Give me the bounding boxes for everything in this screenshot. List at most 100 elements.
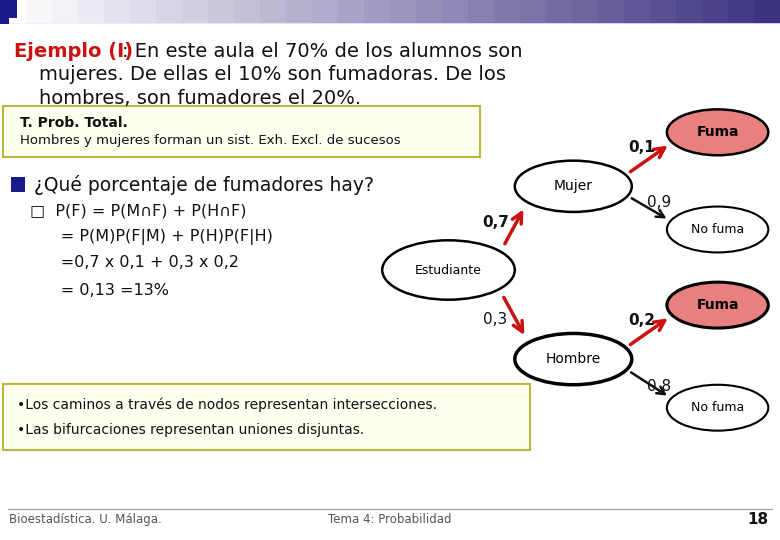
- Ellipse shape: [667, 206, 768, 252]
- Text: Tema 4: Probabilidad: Tema 4: Probabilidad: [328, 513, 452, 526]
- FancyBboxPatch shape: [676, 0, 702, 23]
- FancyBboxPatch shape: [26, 0, 52, 24]
- FancyBboxPatch shape: [494, 0, 520, 23]
- Text: Estudiante: Estudiante: [415, 264, 482, 276]
- FancyBboxPatch shape: [702, 0, 728, 23]
- FancyBboxPatch shape: [468, 0, 494, 23]
- FancyBboxPatch shape: [520, 0, 546, 23]
- FancyBboxPatch shape: [572, 0, 598, 23]
- FancyBboxPatch shape: [390, 0, 416, 24]
- FancyBboxPatch shape: [286, 0, 312, 24]
- Text: T. Prob. Total.: T. Prob. Total.: [20, 116, 127, 130]
- FancyBboxPatch shape: [390, 0, 416, 23]
- FancyBboxPatch shape: [754, 0, 780, 23]
- FancyBboxPatch shape: [338, 0, 364, 23]
- FancyBboxPatch shape: [52, 0, 78, 23]
- FancyBboxPatch shape: [234, 0, 260, 24]
- FancyBboxPatch shape: [442, 0, 468, 24]
- FancyBboxPatch shape: [260, 0, 286, 24]
- Text: = P(M)P(F|M) + P(H)P(F|H): = P(M)P(F|M) + P(H)P(F|H): [30, 228, 272, 245]
- FancyBboxPatch shape: [728, 0, 754, 24]
- FancyBboxPatch shape: [546, 0, 572, 24]
- Text: ¿Qué porcentaje de fumadores hay?: ¿Qué porcentaje de fumadores hay?: [34, 174, 374, 195]
- FancyBboxPatch shape: [0, 0, 26, 24]
- FancyBboxPatch shape: [104, 0, 130, 24]
- Text: = 0,13 =13%: = 0,13 =13%: [30, 283, 168, 298]
- Text: 0,7: 0,7: [482, 215, 509, 230]
- FancyBboxPatch shape: [598, 0, 624, 23]
- FancyBboxPatch shape: [0, 18, 9, 24]
- FancyBboxPatch shape: [494, 0, 520, 24]
- FancyBboxPatch shape: [650, 0, 676, 24]
- FancyBboxPatch shape: [650, 0, 676, 23]
- Text: Hombres y mujeres forman un sist. Exh. Excl. de sucesos: Hombres y mujeres forman un sist. Exh. E…: [20, 134, 400, 147]
- FancyBboxPatch shape: [26, 0, 52, 23]
- FancyBboxPatch shape: [546, 0, 572, 23]
- Text: 0,2: 0,2: [628, 313, 655, 328]
- FancyBboxPatch shape: [11, 177, 25, 192]
- Text: Ejemplo (I): Ejemplo (I): [14, 42, 133, 61]
- Text: Fuma: Fuma: [697, 298, 739, 312]
- FancyBboxPatch shape: [156, 0, 182, 24]
- Text: 0,9: 0,9: [647, 195, 672, 210]
- Text: •Las bifurcaciones representan uniones disjuntas.: •Las bifurcaciones representan uniones d…: [17, 423, 364, 437]
- Text: hombres, son fumadores el 20%.: hombres, son fumadores el 20%.: [14, 89, 361, 108]
- Text: Mujer: Mujer: [554, 179, 593, 193]
- FancyBboxPatch shape: [182, 0, 208, 23]
- FancyBboxPatch shape: [520, 0, 546, 24]
- Text: Fuma: Fuma: [697, 125, 739, 139]
- Ellipse shape: [382, 240, 515, 300]
- FancyBboxPatch shape: [754, 0, 780, 24]
- FancyBboxPatch shape: [52, 0, 78, 24]
- FancyBboxPatch shape: [624, 0, 650, 24]
- FancyBboxPatch shape: [364, 0, 390, 23]
- Ellipse shape: [667, 109, 768, 156]
- Ellipse shape: [515, 161, 632, 212]
- Text: No fuma: No fuma: [691, 223, 744, 236]
- Ellipse shape: [667, 384, 768, 431]
- FancyBboxPatch shape: [130, 0, 156, 23]
- FancyBboxPatch shape: [598, 0, 624, 24]
- FancyBboxPatch shape: [572, 0, 598, 24]
- FancyBboxPatch shape: [312, 0, 338, 24]
- FancyBboxPatch shape: [286, 0, 312, 23]
- FancyBboxPatch shape: [3, 106, 480, 157]
- Text: No fuma: No fuma: [691, 401, 744, 414]
- FancyBboxPatch shape: [104, 0, 130, 23]
- Ellipse shape: [667, 282, 768, 328]
- FancyBboxPatch shape: [702, 0, 728, 24]
- FancyBboxPatch shape: [0, 0, 17, 18]
- Text: □  P(F) = P(M∩F) + P(H∩F): □ P(F) = P(M∩F) + P(H∩F): [30, 203, 246, 218]
- FancyBboxPatch shape: [312, 0, 338, 23]
- FancyBboxPatch shape: [728, 0, 754, 23]
- Text: 0,1: 0,1: [628, 140, 655, 155]
- Text: mujeres. De ellas el 10% son fumadoras. De los: mujeres. De ellas el 10% son fumadoras. …: [14, 65, 506, 84]
- FancyBboxPatch shape: [182, 0, 208, 24]
- FancyBboxPatch shape: [676, 0, 702, 24]
- FancyBboxPatch shape: [0, 0, 26, 23]
- FancyBboxPatch shape: [130, 0, 156, 24]
- FancyBboxPatch shape: [234, 0, 260, 23]
- FancyBboxPatch shape: [624, 0, 650, 23]
- Text: •Los caminos a través de nodos representan intersecciones.: •Los caminos a través de nodos represent…: [17, 397, 437, 412]
- FancyBboxPatch shape: [208, 0, 234, 23]
- FancyBboxPatch shape: [156, 0, 182, 23]
- Text: : En este aula el 70% de los alumnos son: : En este aula el 70% de los alumnos son: [122, 42, 522, 61]
- Text: 0,8: 0,8: [647, 379, 672, 394]
- FancyBboxPatch shape: [364, 0, 390, 24]
- FancyBboxPatch shape: [416, 0, 442, 23]
- FancyBboxPatch shape: [78, 0, 104, 24]
- Text: 0,3: 0,3: [483, 313, 508, 327]
- FancyBboxPatch shape: [338, 0, 364, 24]
- FancyBboxPatch shape: [208, 0, 234, 24]
- Ellipse shape: [515, 333, 632, 384]
- FancyBboxPatch shape: [468, 0, 494, 24]
- FancyBboxPatch shape: [78, 0, 104, 23]
- Text: Hombre: Hombre: [546, 352, 601, 366]
- Text: 18: 18: [747, 512, 768, 527]
- Text: =0,7 x 0,1 + 0,3 x 0,2: =0,7 x 0,1 + 0,3 x 0,2: [30, 255, 239, 270]
- FancyBboxPatch shape: [442, 0, 468, 23]
- FancyBboxPatch shape: [3, 384, 530, 450]
- FancyBboxPatch shape: [416, 0, 442, 24]
- Text: Bioestadística. U. Málaga.: Bioestadística. U. Málaga.: [9, 513, 162, 526]
